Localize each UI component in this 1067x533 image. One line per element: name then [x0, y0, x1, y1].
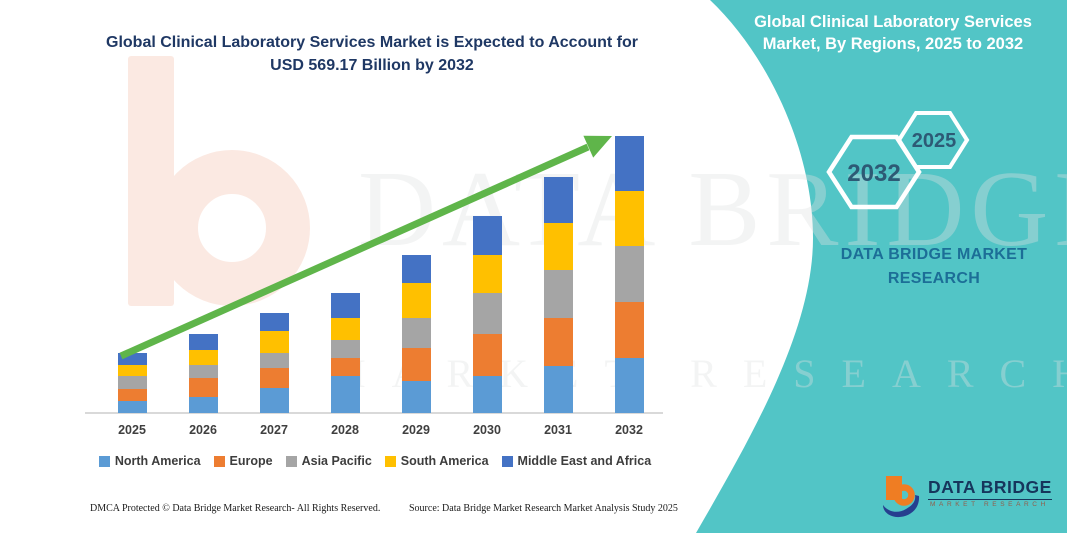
legend-swatch [384, 455, 396, 467]
legend-item: Europe [213, 454, 273, 468]
logo-title: DATA BRIDGE [928, 477, 1052, 500]
legend-label: Europe [229, 454, 273, 468]
hexagon-2032-outline [826, 134, 922, 210]
hexagon-2025-label: 2025 [912, 130, 957, 152]
legend-swatch [501, 455, 513, 467]
legend-label: Middle East and Africa [517, 454, 652, 468]
legend-item: Asia Pacific [285, 454, 372, 468]
footer-source-text: Source: Data Bridge Market Research Mark… [409, 503, 678, 514]
watermark-text-secondary: MARKET RESEARCH [330, 351, 1067, 396]
brand-text: DATA BRIDGE MARKET RESEARCH [840, 246, 1028, 287]
legend-label: North America [114, 454, 201, 468]
panel-title: Global Clinical Laboratory Services Mark… [754, 13, 1032, 54]
chart-legend: North America Europe Asia Pacific South Ame… [80, 454, 670, 468]
legend-item: North America [98, 454, 201, 468]
legend-swatch [213, 455, 225, 467]
hexagon-badges: 2032 2025 [826, 111, 970, 210]
x-axis-line [85, 412, 663, 414]
hexagon-2025-outline [896, 111, 970, 169]
dbmr-logo-icon [883, 476, 920, 518]
chart-title: Global Clinical Laboratory Services Mark… [106, 34, 638, 75]
legend-item: South America [384, 454, 489, 468]
legend-swatch [285, 455, 297, 467]
hexagon-2032-label: 2032 [847, 160, 900, 187]
legend-label: South America [400, 454, 489, 468]
legend-label: Asia Pacific [301, 454, 372, 468]
legend-swatch [98, 455, 110, 467]
legend-item: Middle East and Africa [501, 454, 652, 468]
footer-dmca-text: DMCA Protected © Data Bridge Market Rese… [90, 503, 381, 514]
logo-subtitle: MARKET RESEARCH [930, 501, 1049, 508]
